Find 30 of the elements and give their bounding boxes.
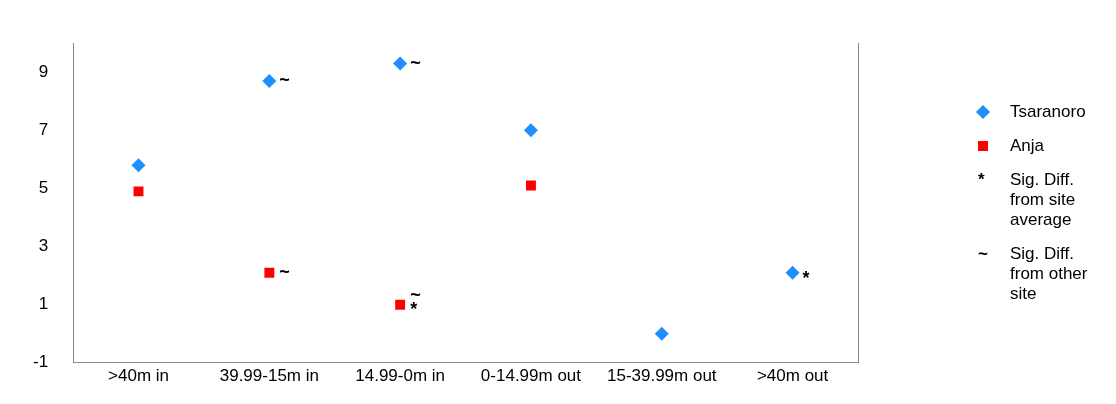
y-tick-label: 9 [38, 61, 49, 81]
x-tick-label: >40m in [108, 365, 169, 385]
point [523, 123, 538, 138]
point [393, 56, 408, 71]
text: * Sig. Diff. from site average [978, 170, 1076, 229]
legend-label: Tsaranoro [1010, 102, 1086, 122]
annotation: ~ [279, 69, 290, 90]
y-tick-label: 1 [38, 294, 49, 314]
text: ~ Sig. Diff. from other site [978, 244, 1088, 303]
y-tick-label: -1 [32, 352, 49, 372]
y-tick-label: 3 [38, 236, 49, 256]
point [262, 73, 277, 88]
x-tick-label: 14.99-0m in [355, 365, 446, 385]
annotation: ~ [410, 52, 421, 73]
point [526, 180, 536, 191]
point [133, 186, 144, 197]
x-tick-label: 0-14.99m out [480, 365, 582, 385]
x-tick-label: 15-39.99m out [606, 365, 717, 385]
point [131, 158, 146, 173]
point [785, 265, 800, 280]
point [264, 267, 275, 278]
x-tick-label: >40m out [756, 365, 829, 385]
x-tick-label: 39.99-15m in [219, 365, 319, 385]
annotation: * [802, 267, 810, 288]
y-tick-label: 5 [38, 178, 49, 198]
annotation: ~ [279, 261, 290, 282]
y-tick-label: 7 [38, 120, 49, 140]
point [395, 299, 406, 310]
legend-label: Anja [1010, 136, 1045, 156]
point [654, 326, 669, 341]
